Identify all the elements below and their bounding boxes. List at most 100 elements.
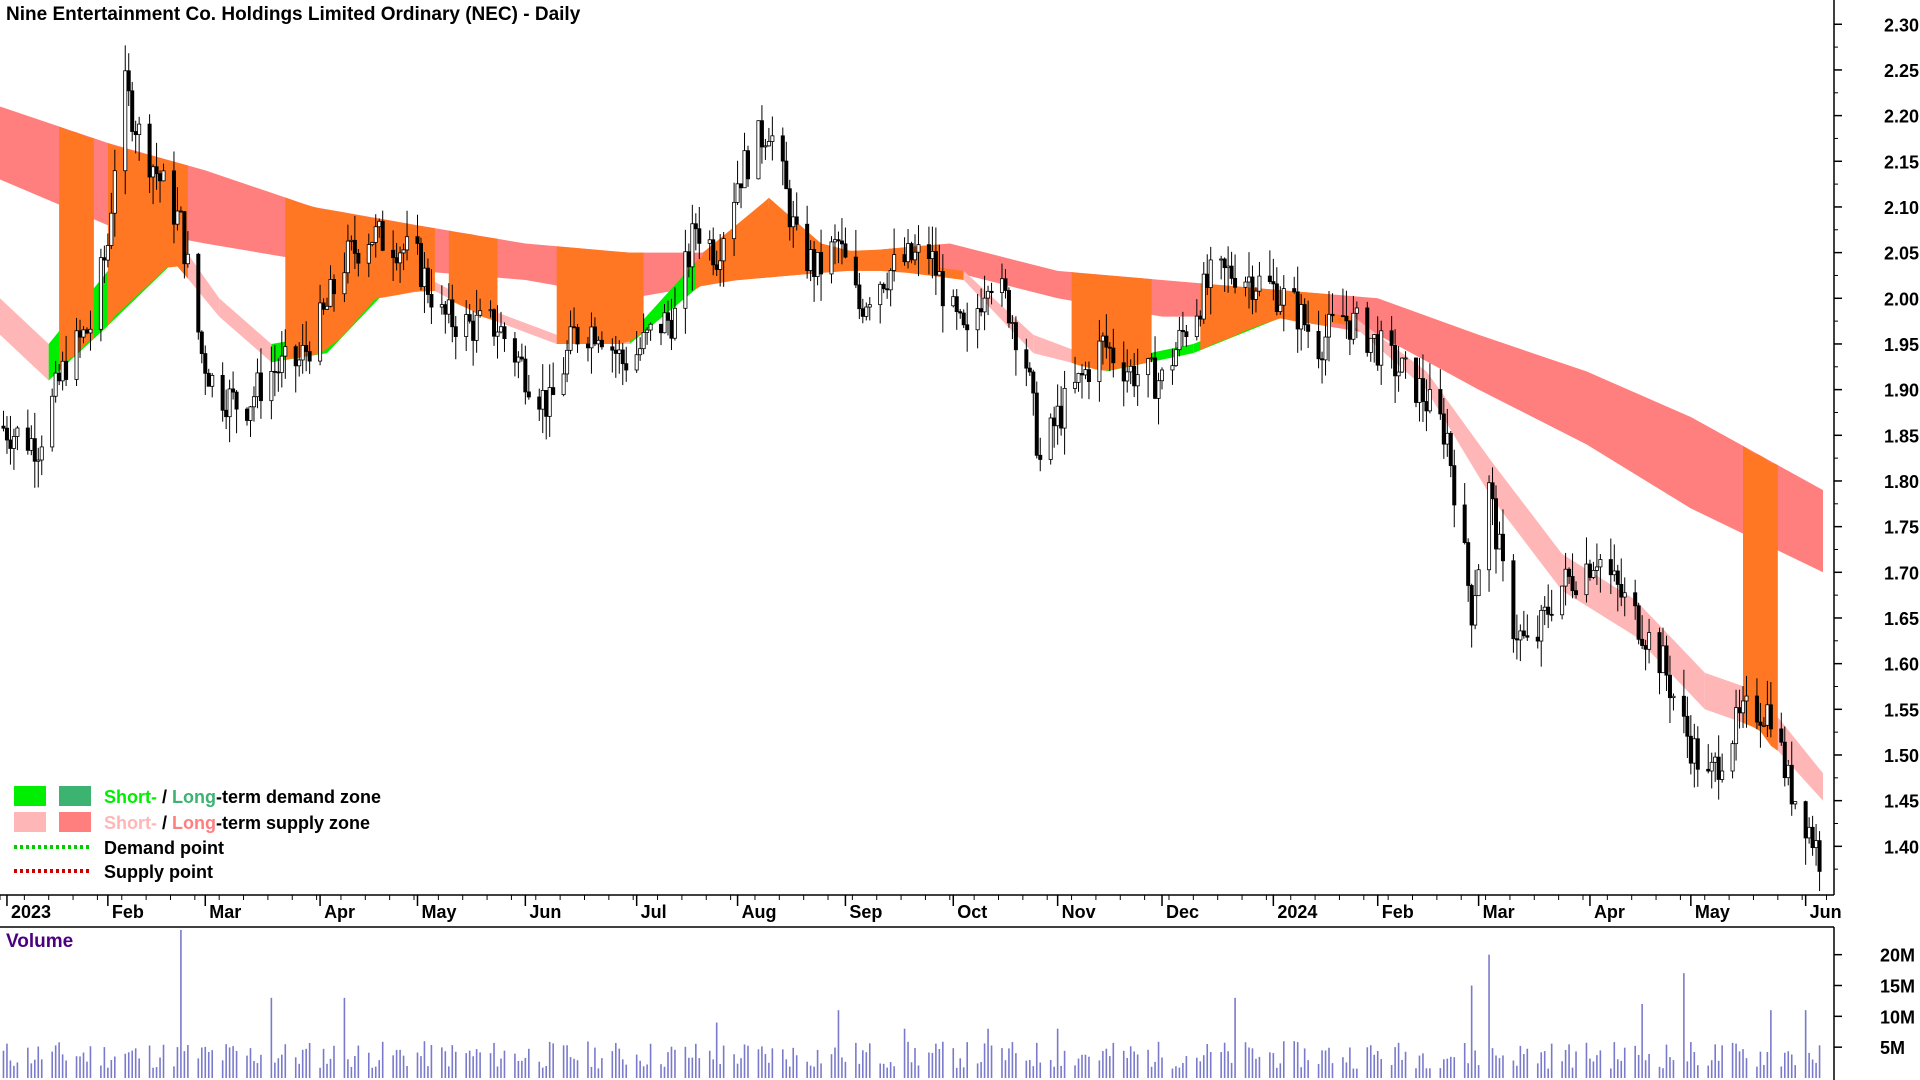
candle-body: [1393, 345, 1398, 377]
x-tick-label: Mar: [209, 902, 241, 922]
candle-body: [589, 326, 594, 349]
candle-body: [853, 256, 858, 286]
candle-body: [1473, 595, 1478, 626]
candle-body: [999, 278, 1004, 293]
candle-body: [572, 326, 577, 329]
volume-tick-label: 20M: [1880, 946, 1915, 966]
candle-body: [495, 331, 500, 337]
candle-body: [377, 220, 382, 228]
candle-body: [596, 339, 601, 345]
candle-body: [1765, 704, 1770, 726]
legend-demand-rest: -term demand zone: [216, 787, 381, 807]
candle-body: [151, 166, 156, 178]
candle-body: [349, 239, 354, 242]
short-term-zone-segment: [1635, 599, 1705, 710]
candle-body: [906, 243, 911, 263]
candle-body: [592, 326, 597, 345]
x-tick-label: Mar: [1483, 902, 1515, 922]
candle-body: [1149, 357, 1154, 360]
price-y-axis: 2.30 2.25 2.20 2.15 2.10 2.05 2.00 1.95 1.90 1.85…: [1833, 0, 1919, 895]
candle-body: [345, 240, 350, 274]
price-tick-label: 1.90: [1884, 381, 1919, 401]
candle-body: [112, 170, 117, 214]
candle-body: [916, 244, 921, 253]
candle-body: [105, 245, 110, 261]
candle-body: [1246, 276, 1251, 283]
candle-body: [356, 253, 361, 264]
candle-body: [1389, 330, 1394, 346]
candle-body: [512, 338, 517, 363]
candle-body: [1292, 288, 1297, 293]
candle-body: [1789, 764, 1794, 805]
candle-body: [1563, 568, 1568, 587]
candle-body: [1038, 454, 1043, 460]
candle-body: [1567, 568, 1572, 577]
candle-body: [954, 296, 959, 313]
candle-body: [857, 284, 862, 310]
candle-body: [1476, 569, 1481, 597]
candle-body: [1706, 768, 1711, 772]
x-tick-label: Feb: [1382, 902, 1414, 922]
x-tick-label: May: [1695, 902, 1730, 922]
candle-body: [1647, 632, 1652, 650]
candle-body: [1316, 330, 1321, 360]
candle-body: [815, 251, 820, 278]
candle-body: [979, 308, 984, 313]
price-tick-label: 2.15: [1884, 152, 1919, 172]
price-tick-label: 1.95: [1884, 335, 1919, 355]
short-term-zone-segment: [219, 298, 272, 363]
candle-body: [958, 311, 963, 314]
candle-body: [1427, 389, 1432, 412]
candle-body: [1295, 291, 1300, 330]
candle-body: [418, 243, 423, 287]
candle-body: [1372, 334, 1377, 339]
price-tick-label: 1.70: [1884, 563, 1919, 583]
candle-body: [446, 299, 451, 315]
candle-body: [1685, 715, 1690, 737]
candle-body: [196, 253, 201, 333]
candle-body: [25, 427, 30, 451]
candle-body: [8, 439, 13, 449]
candle-body: [1560, 585, 1565, 616]
candle-body: [1591, 570, 1596, 578]
candle-body: [300, 345, 305, 361]
candle-body: [255, 372, 260, 398]
candle-body: [492, 309, 497, 337]
candle-body: [672, 307, 677, 339]
candle-body: [1034, 392, 1039, 456]
candle-body: [1452, 465, 1457, 506]
x-tick-label: Nov: [1062, 902, 1096, 922]
candle-body: [210, 374, 215, 387]
candle-body: [1125, 371, 1130, 382]
candle-body: [4, 427, 9, 441]
candle-body: [659, 323, 664, 334]
candle-body: [1281, 288, 1286, 306]
candle-body: [721, 238, 726, 262]
candle-body: [909, 243, 914, 261]
candle-body: [718, 260, 723, 270]
candle-body: [1180, 329, 1185, 333]
candle-body: [1107, 346, 1112, 349]
candle-body: [1052, 417, 1057, 427]
candle-body: [599, 339, 604, 348]
candle-body: [74, 330, 79, 380]
candle-body: [1128, 365, 1133, 373]
candle-body: [1048, 417, 1053, 460]
candle-body: [1104, 335, 1109, 348]
candle-body: [1347, 320, 1352, 340]
legend-supply-zone-label: Short- / Long-term supply zone: [104, 813, 370, 833]
candle-body: [1667, 674, 1672, 699]
candle-body: [565, 349, 570, 375]
candle-body: [1643, 645, 1648, 650]
overlap-zone: [556, 246, 644, 344]
candle-body: [81, 329, 86, 338]
candle-body: [1546, 606, 1551, 615]
candle-body: [11, 436, 16, 449]
candle-body: [1243, 281, 1248, 288]
legend-slash: /: [157, 813, 172, 833]
candle-body: [488, 309, 493, 312]
volume-panel: 20M 15M 10M 5M Volume: [2, 927, 1915, 1080]
candle-body: [88, 328, 93, 334]
candle-body: [1803, 801, 1808, 839]
